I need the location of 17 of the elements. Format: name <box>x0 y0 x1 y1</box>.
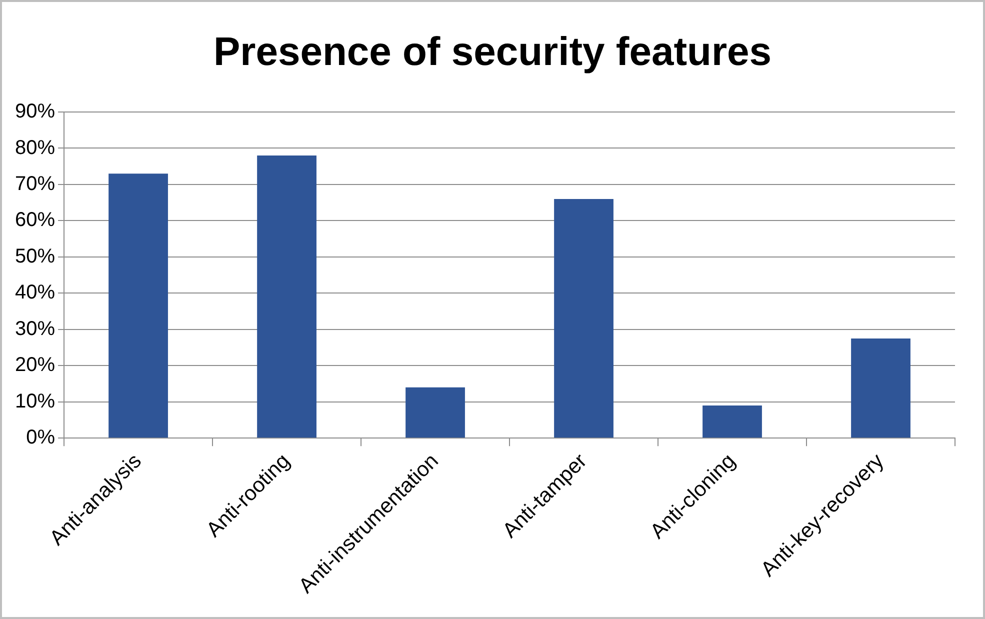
y-tick-label: 40% <box>15 282 56 304</box>
bar <box>257 155 316 438</box>
y-tick-label: 0% <box>26 426 56 449</box>
chart-title: Presence of security features <box>212 30 773 75</box>
bar <box>108 174 168 438</box>
y-tick-label: 10% <box>15 390 56 412</box>
y-tick-label: 30% <box>15 318 56 340</box>
y-tick-label: 80% <box>15 136 56 159</box>
bar <box>851 338 910 438</box>
y-tick-label: 20% <box>15 354 56 376</box>
bar <box>702 406 762 438</box>
y-tick-label: 70% <box>15 172 56 195</box>
bar <box>406 387 465 438</box>
y-tick-label: 60% <box>15 209 56 232</box>
y-tick-label: 50% <box>15 245 56 268</box>
bar <box>554 198 614 438</box>
y-tick-label: 90% <box>15 100 56 123</box>
